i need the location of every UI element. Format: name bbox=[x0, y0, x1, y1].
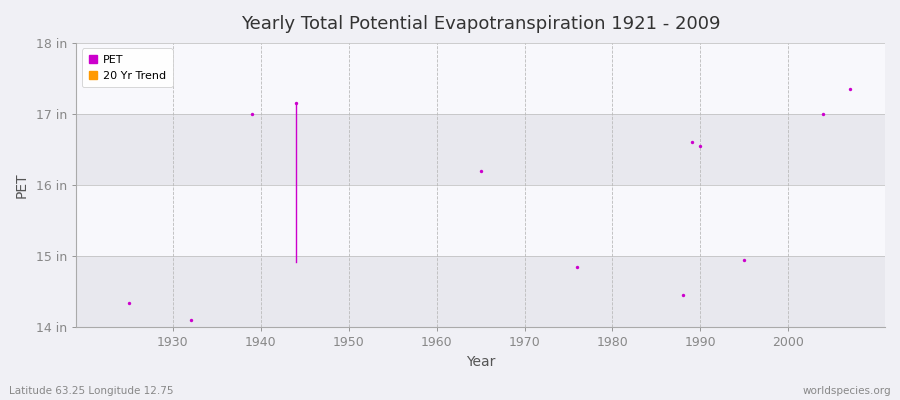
Point bbox=[184, 317, 198, 324]
Point bbox=[676, 292, 690, 299]
X-axis label: Year: Year bbox=[466, 355, 495, 369]
Point bbox=[842, 86, 857, 92]
Text: Latitude 63.25 Longitude 12.75: Latitude 63.25 Longitude 12.75 bbox=[9, 386, 174, 396]
Text: worldspecies.org: worldspecies.org bbox=[803, 386, 891, 396]
Bar bbox=[76, 185, 885, 256]
Point bbox=[473, 168, 488, 174]
Point bbox=[570, 264, 584, 270]
Point bbox=[122, 299, 136, 306]
Point bbox=[684, 139, 698, 146]
Point bbox=[737, 257, 751, 263]
Title: Yearly Total Potential Evapotranspiration 1921 - 2009: Yearly Total Potential Evapotranspiratio… bbox=[241, 15, 720, 33]
Point bbox=[693, 143, 707, 149]
Point bbox=[816, 111, 831, 117]
Bar bbox=[76, 43, 885, 114]
Point bbox=[289, 100, 303, 106]
Bar bbox=[76, 256, 885, 328]
Y-axis label: PET: PET bbox=[15, 172, 29, 198]
Point bbox=[245, 111, 259, 117]
Bar bbox=[76, 114, 885, 185]
Legend: PET, 20 Yr Trend: PET, 20 Yr Trend bbox=[82, 48, 173, 87]
